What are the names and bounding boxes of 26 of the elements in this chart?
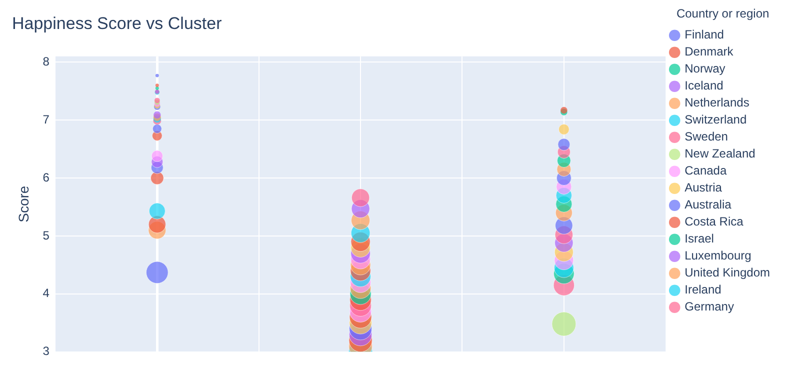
legend-label: Israel: [684, 232, 714, 246]
legend-label: Austria: [684, 180, 722, 195]
y-tick-label: 8: [42, 54, 50, 69]
legend-label: Luxembourg: [684, 248, 752, 263]
y-tick-label: 7: [42, 112, 50, 126]
legend-label: Denmark: [684, 44, 734, 59]
legend-label: Norway: [684, 62, 726, 76]
y-tick-label: 3: [42, 344, 50, 358]
y-tick-label: 5: [42, 228, 50, 242]
y-axis-title: Score: [15, 186, 32, 222]
legend-label: Switzerland: [684, 112, 747, 127]
y-tick-label: 4: [42, 286, 50, 300]
legend-label: Germany: [684, 300, 734, 314]
legend-label: Australia: [684, 198, 732, 212]
legend-label: Finland: [684, 28, 724, 42]
legend-title: Country or region: [676, 6, 770, 20]
legend-label: Iceland: [684, 78, 724, 93]
legend-label: Netherlands: [684, 96, 750, 110]
chart-title: Happiness Score vs Cluster: [12, 14, 222, 33]
legend-label: United Kingdom: [684, 266, 770, 280]
legend-label: Sweden: [684, 130, 728, 144]
legend-label: New Zealand: [684, 146, 756, 161]
y-tick-label: 6: [42, 170, 50, 184]
legend-label: Canada: [684, 164, 727, 178]
legend-label: Ireland: [684, 282, 722, 297]
legend-label: Costa Rica: [684, 214, 744, 229]
